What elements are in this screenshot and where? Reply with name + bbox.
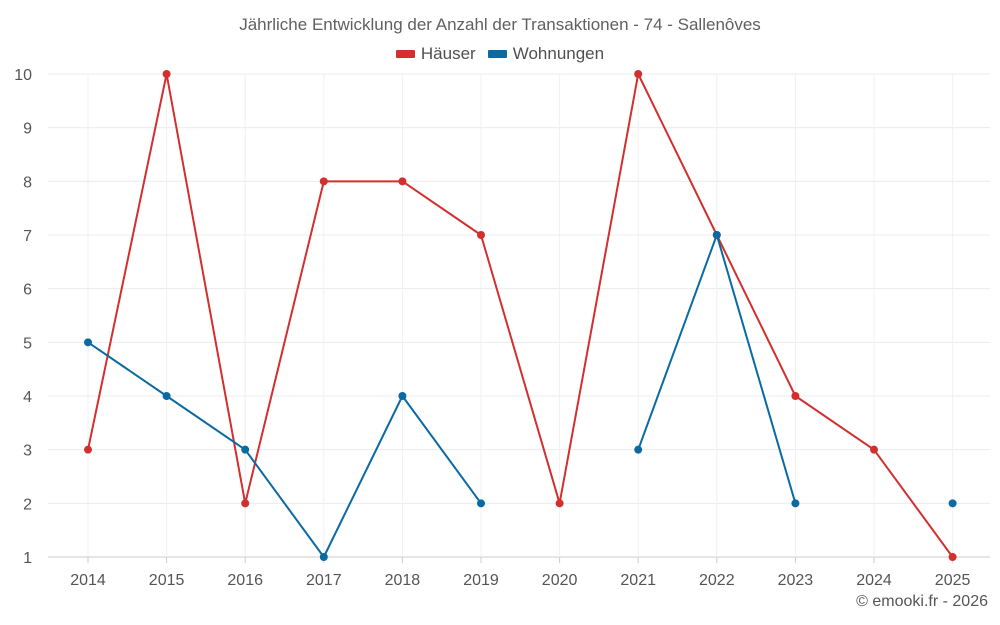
x-tick-label-2020: 2020 — [542, 572, 578, 589]
data-point-haeuser-2024 — [870, 445, 878, 454]
data-point-haeuser-2018 — [398, 177, 407, 186]
y-tick-label-7: 7 — [23, 228, 32, 245]
data-point-haeuser-2017 — [319, 177, 328, 186]
legend-swatch-wohnungen — [487, 50, 507, 58]
series-line-wohnungen-0 — [87, 341, 482, 558]
legend-item-haeuser[interactable]: Häuser — [395, 44, 476, 64]
y-tick-label-4: 4 — [23, 389, 32, 406]
data-point-wohnungen-2019 — [477, 499, 485, 508]
data-point-haeuser-2020 — [555, 499, 564, 508]
chart-title: Jährliche Entwicklung der Anzahl der Tra… — [239, 15, 761, 34]
x-tick-label-2023: 2023 — [778, 572, 814, 589]
data-point-wohnungen-2017 — [319, 553, 328, 561]
data-point-haeuser-2019 — [477, 231, 485, 239]
y-tick-label-10: 10 — [14, 67, 32, 84]
legend-swatch-haeuser — [395, 50, 415, 58]
x-tick-label-2016: 2016 — [227, 572, 263, 589]
x-tick-label-2019: 2019 — [463, 572, 499, 589]
data-point-haeuser-2016 — [241, 499, 250, 508]
series-line-haeuser-0 — [87, 73, 954, 558]
x-tick-label-2025: 2025 — [935, 572, 971, 589]
y-tick-label-8: 8 — [23, 174, 32, 191]
y-tick-label-3: 3 — [23, 443, 32, 460]
legend-label-haeuser: Häuser — [420, 44, 476, 63]
data-point-haeuser-2015 — [162, 70, 171, 78]
x-tick-label-2018: 2018 — [385, 572, 421, 589]
x-tick-label-2014: 2014 — [70, 572, 106, 589]
x-tick-label-2021: 2021 — [620, 572, 656, 589]
x-tick-label-2017: 2017 — [306, 572, 342, 589]
legend-item-wohnungen[interactable]: Wohnungen — [487, 44, 605, 64]
data-point-wohnungen-2016 — [241, 445, 250, 454]
x-tick-label-2022: 2022 — [699, 572, 735, 589]
y-tick-label-2: 2 — [23, 496, 32, 513]
y-tick-label-9: 9 — [23, 121, 32, 138]
y-tick-label-1: 1 — [23, 550, 32, 567]
data-point-wohnungen-2021 — [634, 445, 643, 454]
y-tick-label-5: 5 — [23, 335, 32, 352]
data-point-wohnungen-2014 — [84, 338, 92, 347]
data-point-haeuser-2023 — [791, 392, 800, 400]
data-point-wohnungen-2023 — [791, 499, 800, 508]
x-tick-label-2024: 2024 — [856, 572, 892, 589]
data-point-wohnungen-2015 — [162, 392, 171, 400]
y-tick-label-6: 6 — [23, 282, 32, 299]
data-point-haeuser-2014 — [84, 445, 92, 454]
data-point-haeuser-2021 — [634, 70, 643, 78]
legend-label-wohnungen: Wohnungen — [512, 44, 605, 63]
credit-text: © emooki.fr - 2026 — [856, 593, 988, 610]
data-point-wohnungen-2022 — [712, 231, 721, 239]
x-tick-label-2015: 2015 — [149, 572, 185, 589]
data-point-haeuser-2025 — [948, 553, 957, 561]
data-point-wohnungen-2018 — [398, 392, 407, 400]
legend: Häuser Wohnungen — [0, 44, 1000, 64]
data-point-wohnungen-2025 — [948, 499, 957, 508]
